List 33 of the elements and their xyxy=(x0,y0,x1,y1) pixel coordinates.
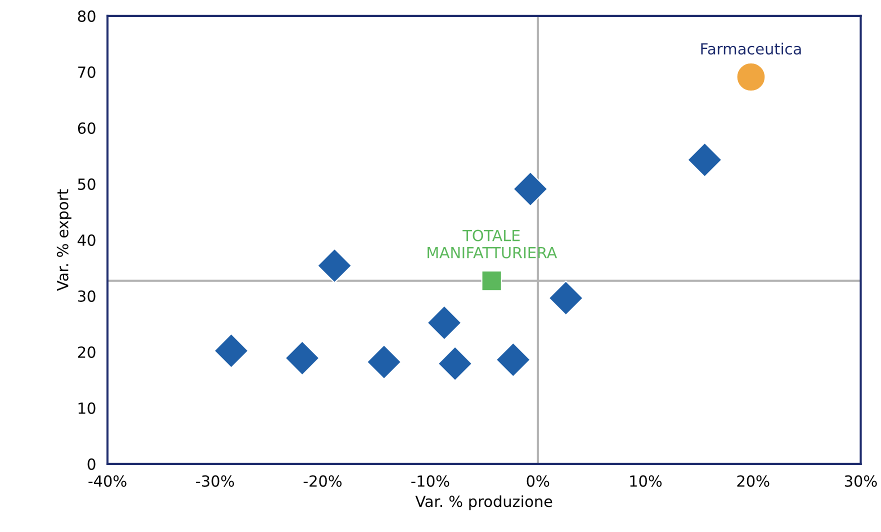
y-tick-label: 40 xyxy=(78,234,96,246)
point xyxy=(437,346,473,382)
point xyxy=(316,248,352,284)
point xyxy=(481,270,502,292)
point xyxy=(687,142,722,178)
y-tick-label: 30 xyxy=(78,290,96,302)
x-axis-title: Var. % produzione xyxy=(415,495,552,510)
x-tick-label: 10% xyxy=(630,475,662,487)
point xyxy=(548,280,584,316)
y-axis-title: Var. % export xyxy=(56,189,72,291)
y-tick-label: 80 xyxy=(78,10,96,22)
x-tick-label: 20% xyxy=(737,475,770,487)
x-tick-label: -40% xyxy=(88,475,126,487)
x-tick-label: -10% xyxy=(411,475,450,487)
x-tick-label: 30% xyxy=(844,475,877,487)
point xyxy=(214,333,249,368)
y-tick-label: 50 xyxy=(78,178,96,190)
x-tick-label: 0% xyxy=(526,475,550,487)
y-tick-label: 60 xyxy=(78,122,96,134)
x-tick-label: -20% xyxy=(304,475,342,487)
point xyxy=(512,171,548,207)
y-tick-label: 0 xyxy=(88,458,96,470)
y-tick-label: 10 xyxy=(78,402,96,414)
point xyxy=(426,305,462,340)
y-tick-label: 20 xyxy=(78,346,96,358)
point xyxy=(366,344,402,380)
series-label: TOTALE MANIFATTURIERA xyxy=(428,230,558,258)
point xyxy=(496,342,531,378)
point xyxy=(284,340,320,376)
point xyxy=(736,62,766,92)
x-tick-label: -30% xyxy=(196,475,234,487)
y-tick-label: 70 xyxy=(78,66,96,78)
series-label: Farmaceutica xyxy=(701,42,801,55)
